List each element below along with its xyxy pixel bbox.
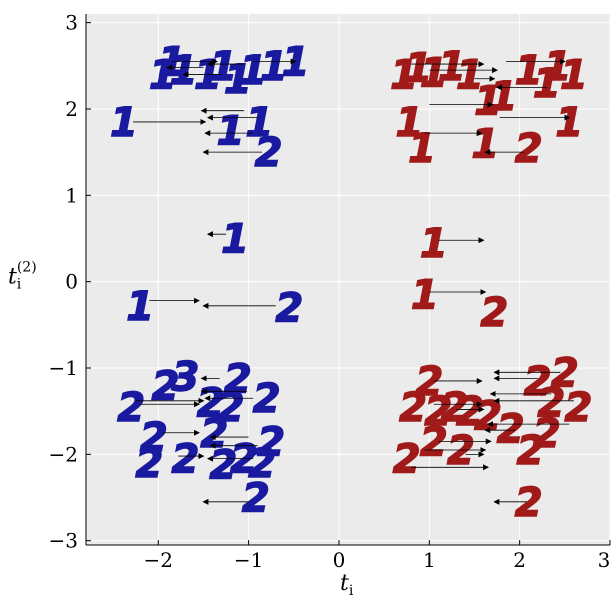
x-tick-label: −1 xyxy=(234,548,263,572)
x-tick-label: 2 xyxy=(513,548,526,572)
plot-area xyxy=(86,14,610,545)
arrows xyxy=(132,58,574,505)
data-point-digit: 1 xyxy=(456,52,484,98)
y-tick-label: −3 xyxy=(49,529,78,553)
x-axis-label-sub: i xyxy=(349,583,354,597)
data-point-digit: 1 xyxy=(515,48,543,94)
x-tick-label: 0 xyxy=(333,548,346,572)
data-point-digit: 2 xyxy=(399,385,427,431)
data-point-digit: 1 xyxy=(411,273,439,319)
data-point-digit: 2 xyxy=(424,389,452,435)
data-point-digit: 1 xyxy=(555,100,583,146)
data-point-digit: 1 xyxy=(390,52,418,98)
data-point-digit: 1 xyxy=(408,126,436,172)
data-point-digit: 1 xyxy=(420,221,448,267)
data-point-digit: 2 xyxy=(441,385,469,431)
data-point-digit: 2 xyxy=(200,411,228,457)
y-axis-label-sub: i xyxy=(17,277,22,293)
data-point-digit: 2 xyxy=(117,385,145,431)
data-point-digit: 2 xyxy=(217,385,245,431)
data-point-digit: 1 xyxy=(246,100,274,146)
data-point-digit: 2 xyxy=(564,385,592,431)
data-point-digit: 2 xyxy=(135,441,163,487)
data-point-digit: 2 xyxy=(551,350,579,396)
x-axis-label-main: t xyxy=(340,571,349,596)
data-point-digit: 1 xyxy=(110,100,138,146)
data-point-digit: 1 xyxy=(533,61,561,107)
data-point-digit: 1 xyxy=(471,122,499,168)
data-point-digit: 1 xyxy=(221,216,249,262)
data-point-digit: 2 xyxy=(524,359,552,405)
y-axis-label-sup: (2) xyxy=(17,260,37,276)
y-tick-label: −2 xyxy=(49,442,78,466)
data-point-digit: 1 xyxy=(544,44,572,90)
data-point-digit: 1 xyxy=(438,44,466,90)
axes xyxy=(85,14,611,546)
data-point-digit: 1 xyxy=(149,52,177,98)
data-point-digit: 2 xyxy=(497,406,525,452)
y-axis-label: t(2) i xyxy=(8,260,37,293)
data-point-digit: 1 xyxy=(282,39,310,85)
data-point-digit: 2 xyxy=(248,441,276,487)
data-point-digit: 1 xyxy=(170,48,198,94)
y-axis-label-main: t xyxy=(8,265,17,290)
data-point-digit: 2 xyxy=(253,376,281,422)
data-point-digit: 1 xyxy=(489,74,517,120)
x-tick-label: 3 xyxy=(598,548,611,572)
data-point-digit: 1 xyxy=(158,39,186,85)
y-tick-label: −1 xyxy=(49,356,78,380)
data-point-digit: 2 xyxy=(517,428,545,474)
data-point-digit: 1 xyxy=(239,48,267,94)
data-point-digit: 2 xyxy=(197,381,225,427)
data-point-digit: 2 xyxy=(447,428,475,474)
data-point-digit: 1 xyxy=(405,46,433,92)
data-point-digit: 2 xyxy=(480,290,508,336)
data-point-digit: 3 xyxy=(171,355,199,401)
data-point-digit: 2 xyxy=(171,437,199,483)
data-point-digit: 2 xyxy=(152,363,180,409)
data-point-digit: 1 xyxy=(396,100,424,146)
x-tick-label: −2 xyxy=(144,548,173,572)
y-tick-label: 3 xyxy=(65,11,78,35)
data-point-digit: 2 xyxy=(275,286,303,332)
data-point-digit: 2 xyxy=(255,130,283,176)
data-point-digit: 2 xyxy=(140,415,168,461)
data-point-digit: 1 xyxy=(420,51,448,97)
y-tick-label: 1 xyxy=(65,183,78,207)
data-point-digit: 2 xyxy=(224,356,252,402)
grid-lines xyxy=(86,14,611,545)
data-point-digit: 2 xyxy=(515,480,543,526)
data-point-digit: 2 xyxy=(533,411,561,457)
data-point-digit: 1 xyxy=(126,284,154,330)
data-point-digit: 2 xyxy=(456,389,484,435)
data-point-digit: 1 xyxy=(209,44,237,90)
data-point-digit: 2 xyxy=(515,126,543,172)
data-point-digit: 1 xyxy=(560,52,588,98)
x-tick-label: 1 xyxy=(423,548,436,572)
data-point-digit: 2 xyxy=(420,419,448,465)
y-tick-label: 0 xyxy=(65,270,78,294)
data-point-digit: 2 xyxy=(242,476,270,522)
x-axis-label: ti xyxy=(340,571,354,597)
data-point-digit: 2 xyxy=(415,359,443,405)
data-point-digit: 2 xyxy=(393,437,421,483)
data-point-digit: 1 xyxy=(260,44,288,90)
data-point-digit: 2 xyxy=(209,443,237,489)
data-point-digit: 2 xyxy=(257,419,285,465)
data-point-digit: 2 xyxy=(230,437,258,483)
data-point-digit: 1 xyxy=(217,109,245,155)
data-point-digit: 2 xyxy=(537,381,565,427)
y-tick-label: 2 xyxy=(65,97,78,121)
